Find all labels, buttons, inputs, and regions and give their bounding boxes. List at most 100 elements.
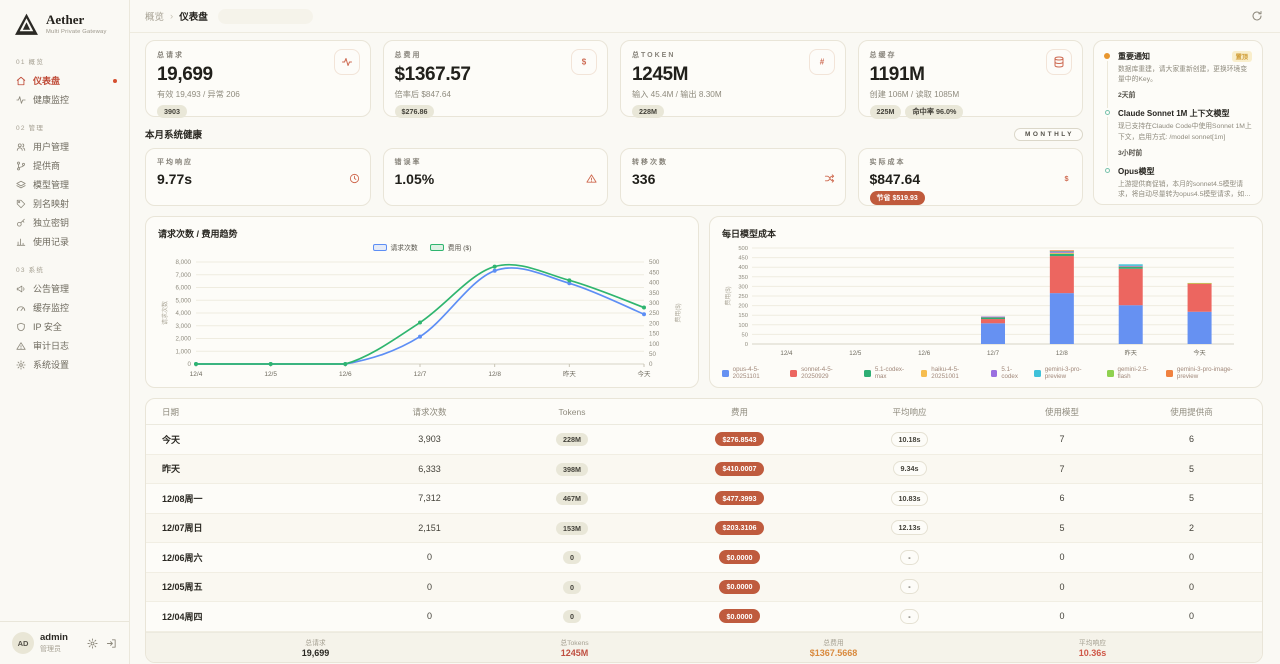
legend-item[interactable]: opus-4-5-20251101 [722,366,783,380]
svg-text:0: 0 [649,361,653,368]
table-total-label: 总Tokens [560,639,589,647]
notification-item[interactable]: Claude Sonnet 1M 上下文模型 现已支持在Claude Code中使… [1102,108,1252,166]
table-total: 总费用 $1367.5668 [704,637,963,658]
sidebar-item-announcement[interactable]: 公告管理 [0,279,129,298]
legend-item[interactable]: gemini-2.5-flash [1106,366,1159,380]
dollar-icon: $ [578,56,590,68]
svg-text:1,000: 1,000 [176,348,192,355]
app-subtitle: Multi Private Gateway [46,29,107,36]
legend-swatch-icon [990,369,998,377]
clock-icon [349,173,360,184]
cell-providers: 6 [1188,434,1194,445]
sidebar-item-label: 系统设置 [33,360,70,370]
legend-item[interactable]: gemini-3-pro-image-preview [1166,366,1250,380]
notification-time: 2天前 [1118,204,1252,205]
legend-item[interactable]: 费用 ($) [429,242,472,252]
sidebar-item-label: 审计日志 [33,341,70,351]
stat-card-subtext: 输入 45.4M / 输出 8.30M [632,90,722,99]
stat-card-subtext: 倍率后 $847.64 [394,90,451,99]
table-footer: 总请求 19,699 总Tokens 1245M 总费用 $1367.5668 平均响应 10… [146,631,1262,662]
cell-providers: 5 [1188,493,1194,504]
health-card-label: 平均响应 [157,159,193,166]
settings-gear-icon[interactable] [87,637,98,649]
legend-label: 费用 ($) [447,245,472,252]
svg-text:12/8: 12/8 [1056,350,1069,357]
model-cost-legend: opus-4-5-20251101 sonnet-4-5-20250929 5.1-… [722,366,1250,380]
cell-avg-response: 12.13s [832,520,987,536]
tokens-badge: 467M [556,492,588,506]
avg-response-badge: - [900,579,919,595]
cell-requests: 6,333 [418,463,441,474]
legend-item[interactable]: gemini-3-pro-preview [1034,366,1100,380]
svg-text:300: 300 [738,284,748,290]
cell-providers: 2 [1188,522,1194,533]
sidebar-item-health[interactable]: 健康监控 [0,90,129,109]
active-dot [113,78,117,83]
legend-label: opus-4-5-20251101 [732,366,760,380]
stat-card-badges: 3903 [157,105,359,118]
sidebar-item-alias[interactable]: 别名映射 [0,194,129,213]
table-column-header: 费用 [730,406,748,417]
notification-item[interactable]: 重要通知 置顶 数据库重建，请大家重新创建，更换环境变量中的Key。 2天前 [1102,51,1252,109]
sidebar-item-dashboard[interactable]: 仪表盘 [0,71,129,90]
sidebar-item-cache[interactable]: 缓存监控 [0,298,129,317]
cell-cost: $477.3993 [647,491,832,506]
table-row[interactable]: 昨天 6,333 398M $410.0007 9.34s 7 5 [146,454,1262,484]
sidebar-item-label: 缓存监控 [33,303,70,313]
svg-text:400: 400 [649,280,660,287]
notification-content: Opus模型 上游提供商促销，本月的sonnet4.5模型请求，将自动尽量转为op… [1118,166,1252,205]
avg-response-badge: - [900,549,919,565]
refresh-icon[interactable] [1251,10,1263,22]
sidebar-item-settings[interactable]: 系统设置 [0,355,129,374]
notification-rail [1102,108,1112,166]
sidebar-item-label: 使用记录 [33,237,70,247]
stat-card-label: 总请求 [157,52,184,59]
table-row[interactable]: 12/05周五 0 0 $0.0000 - 0 0 [146,572,1262,602]
model-cost-bar-chart: 0 50 100 150 200 250 300 350 400 450 500 12/4 12/5 12… [722,240,1250,367]
table-column-header: 日期 [162,406,180,417]
legend-item[interactable]: 5.1-codex-max [864,366,913,380]
svg-text:7,000: 7,000 [176,272,192,279]
hash-icon: # [816,56,828,68]
breadcrumb-root[interactable]: 概览 [145,12,165,23]
sidebar-item-shield[interactable]: IP 安全 [0,317,129,336]
stat-card: 总请求 19,699 有效 19,493 / 异常 206 3903 [145,40,371,118]
table-row[interactable]: 今天 3,903 228M $276.8543 10.18s 7 6 [146,425,1262,455]
table-row[interactable]: 12/06周六 0 0 $0.0000 - 0 0 [146,543,1262,573]
cell-avg-response: 9.34s [832,461,987,477]
table-row[interactable]: 12/07周日 2,151 153M $203.3106 12.13s 5 2 [146,513,1262,543]
stat-card-label: 总缓存 [869,52,897,59]
legend-item[interactable]: sonnet-4-5-20250929 [790,366,857,380]
stat-badge: 命中率 96.0% [905,105,964,119]
svg-text:12/5: 12/5 [849,350,862,357]
notification-dot-icon [1104,167,1110,173]
legend-item[interactable]: haiku-4-5-20251001 [920,366,984,380]
stat-card-badges: $276.86 [394,105,597,118]
notification-time: 3小时前 [1118,149,1143,157]
trend-chart-card: 请求次数 / 费用趋势 请求次数 费用 ($) 0 1,000 2,000 3,000 4… [145,216,699,388]
table-row[interactable]: 12/04周四 0 0 $0.0000 - 0 0 [146,602,1262,632]
notification-text: 现已支持在Claude Code中使用Sonnet 1M上下文，启用方式: /m… [1118,123,1252,141]
cost-badge: $0.0000 [718,579,761,594]
notification-item[interactable]: Opus模型 上游提供商促销，本月的sonnet4.5模型请求，将自动尽量转为op… [1102,166,1252,205]
sidebar-item-providers[interactable]: 提供商 [0,156,129,175]
legend-item[interactable]: 请求次数 [372,242,418,252]
notification-text: 数据库重建，请大家重新创建，更换环境变量中的Key。 [1118,66,1248,84]
legend-swatch-icon [1106,369,1114,377]
sidebar-item-key[interactable]: 独立密钥 [0,213,129,232]
cell-cost: $203.3106 [647,520,832,535]
svg-text:450: 450 [649,269,660,276]
sidebar-item-users[interactable]: 用户管理 [0,137,129,156]
legend-item[interactable]: 5.1-codex [990,366,1027,380]
sidebar-item-models[interactable]: 模型管理 [0,175,129,194]
svg-text:3,000: 3,000 [176,323,192,330]
sidebar-item-usage[interactable]: 使用记录 [0,232,129,251]
stat-card-value: 1245M [632,64,689,85]
logout-icon[interactable] [106,638,117,649]
sidebar-item-audit[interactable]: 审计日志 [0,336,129,355]
avatar: AD [12,632,34,654]
table-row[interactable]: 12/08周一 7,312 467M $477.3993 10.83s 6 5 [146,484,1262,514]
legend-swatch-icon [429,243,444,251]
model-cost-chart-title: 每日模型成本 [722,229,777,239]
